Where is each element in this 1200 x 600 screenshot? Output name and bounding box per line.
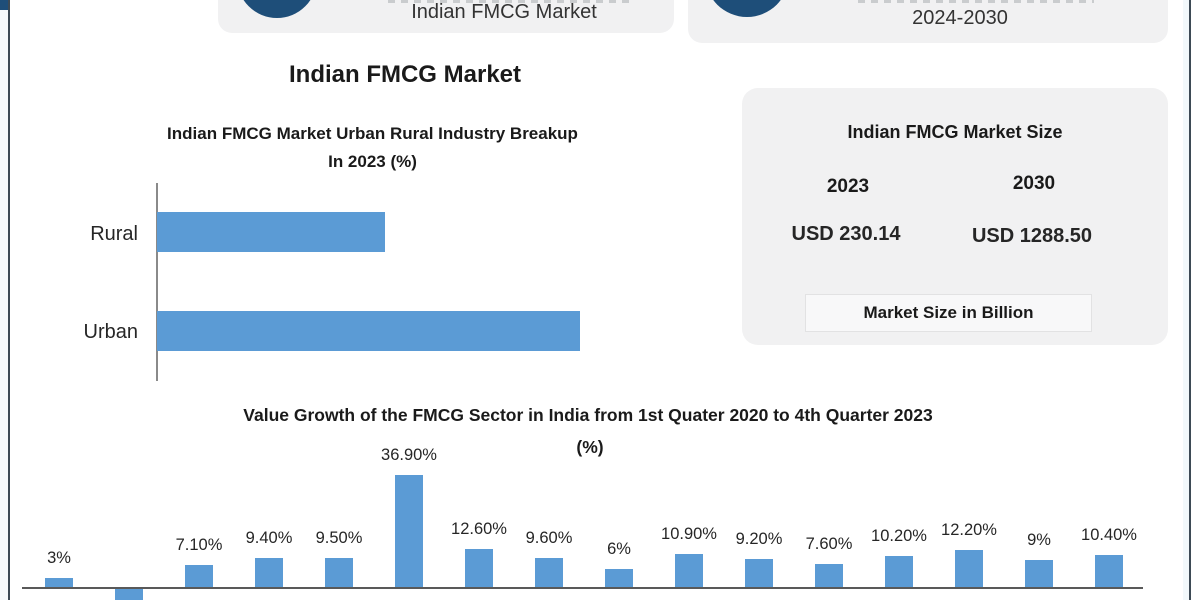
growth-bar-12 [885,556,913,587]
market-size-unit-note: Market Size in Billion [805,294,1092,332]
corner-accent [0,0,8,10]
growth-bar-label-10: 9.20% [735,530,783,548]
growth-bar-10 [745,559,773,587]
market-size-value-2023: USD 230.14 [791,223,901,245]
breakup-chart-y-axis [156,183,158,381]
category-label-urban: Urban [83,321,138,343]
clipped-text-remnant-left [388,0,632,3]
bar-rural [157,212,385,252]
header-left-label: Indian FMCG Market [411,1,597,23]
growth-bar-label-9: 10.90% [661,525,717,543]
breakup-chart-title-line1: Indian FMCG Market Urban Rural Industry … [167,124,578,143]
left-edge-border [8,0,10,600]
right-edge-tint [1183,0,1189,600]
growth-bar-7 [535,558,563,587]
growth-bar-3 [255,558,283,587]
market-size-year-2030: 2030 [1012,173,1056,194]
growth-bar-4 [325,558,353,587]
growth-bar-label-0: 3% [47,549,71,567]
growth-bar-label-13: 12.20% [941,521,997,539]
growth-bar-label-4: 9.50% [315,529,363,547]
category-label-rural: Rural [90,223,138,245]
growth-bar-label-2: 7.10% [175,536,223,554]
left-edge-tint [0,0,8,600]
breakup-chart-title-line2: In 2023 (%) [328,152,417,171]
growth-bar-label-6: 12.60% [451,520,507,538]
market-size-panel-title: Indian FMCG Market Size [847,122,1063,142]
clipped-text-remnant-right [858,0,1094,3]
growth-bar-1 [115,589,143,600]
growth-chart-title-unit: (%) [576,437,604,457]
growth-bar-15 [1095,555,1123,587]
growth-chart-x-axis [22,587,1143,589]
breakup-chart-title: Indian FMCG Market Urban Rural Industry … [100,120,645,176]
growth-bar-label-12: 10.20% [871,527,927,545]
bar-urban [157,311,580,351]
growth-bar-9 [675,554,703,587]
growth-bar-14 [1025,560,1053,587]
growth-bar-label-8: 6% [607,540,631,558]
page-title: Indian FMCG Market [288,61,522,88]
growth-bar-label-5: 36.90% [381,446,437,464]
growth-bar-5 [395,475,423,587]
market-size-year-2023: 2023 [826,176,870,197]
growth-bar-11 [815,564,843,587]
right-edge-border [1189,0,1191,600]
growth-bar-6 [465,549,493,587]
growth-bar-label-3: 9.40% [245,529,293,547]
growth-bar-0 [45,578,73,587]
growth-bar-label-11: 7.60% [805,535,853,553]
growth-bar-label-14: 9% [1027,531,1051,549]
growth-chart-title: Value Growth of the FMCG Sector in India… [243,405,933,425]
header-right-label: 2024-2030 [912,7,1008,29]
growth-bar-13 [955,550,983,587]
growth-bar-8 [605,569,633,587]
growth-bar-label-7: 9.60% [525,529,573,547]
growth-bar-2 [185,565,213,587]
growth-bar-label-15: 10.40% [1081,526,1137,544]
market-size-value-2030: USD 1288.50 [971,225,1093,247]
